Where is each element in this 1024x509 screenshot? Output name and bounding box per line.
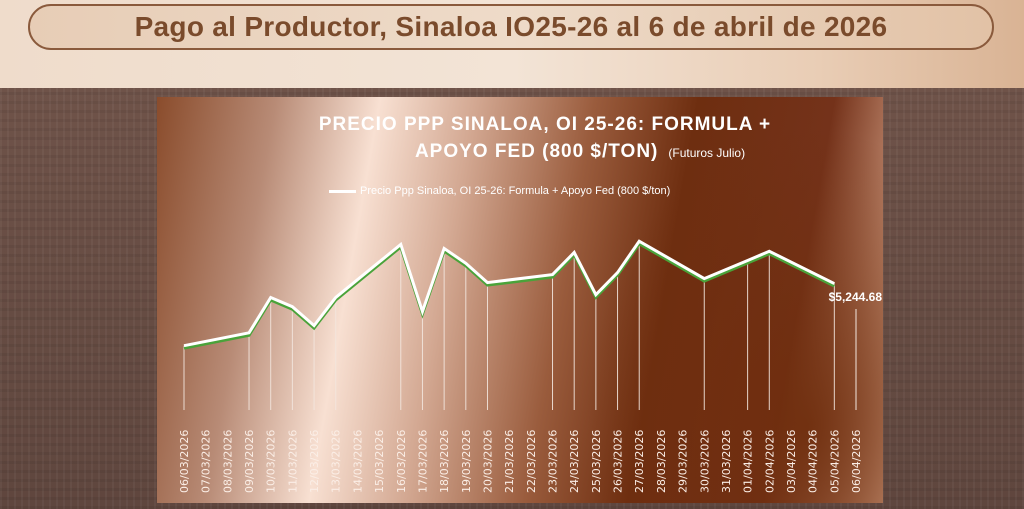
x-tick-label: 28/03/2026 xyxy=(655,430,668,493)
plot-area: $5,244.68 06/03/2026 07/03/2026 08/03/2026 0… xyxy=(178,239,883,493)
x-tick-label: 21/03/2026 xyxy=(503,430,516,493)
price-chart: PRECIO PPP SINALOA, OI 25-26: FORMULA + … xyxy=(157,97,883,503)
x-tick-label: 31/03/2026 xyxy=(720,430,733,493)
x-tick-label: 17/03/2026 xyxy=(416,430,429,493)
page-title: Pago al Productor, Sinaloa IO25-26 al 6 … xyxy=(134,11,888,42)
chart-subtitle: (Futuros Julio) xyxy=(668,146,746,160)
x-tick-label: 27/03/2026 xyxy=(633,430,646,493)
x-tick-label: 01/04/2026 xyxy=(742,430,755,493)
x-tick-label: 24/03/2026 xyxy=(568,430,581,493)
x-tick-label: 30/03/2026 xyxy=(698,430,711,493)
x-tick-label: 06/03/2026 xyxy=(178,430,191,493)
x-tick-label: 20/03/2026 xyxy=(481,430,494,493)
chart-title: PRECIO PPP SINALOA, OI 25-26: FORMULA + … xyxy=(157,111,883,167)
x-tick-label: 25/03/2026 xyxy=(590,430,603,493)
x-tick-label: 14/03/2026 xyxy=(351,430,364,493)
legend-label: Precio Ppp Sinaloa, OI 25-26: Formula + … xyxy=(360,185,671,197)
x-tick-label: 23/03/2026 xyxy=(547,430,560,493)
x-tick-label: 12/03/2026 xyxy=(308,430,321,493)
x-tick-label: 03/04/2026 xyxy=(785,430,798,493)
x-tick-label: 06/04/2026 xyxy=(850,430,863,493)
data-label-last: $5,244.68 xyxy=(829,290,883,304)
x-tick-label: 22/03/2026 xyxy=(525,430,538,493)
x-tick-label: 18/03/2026 xyxy=(438,430,451,493)
chart-title-line2: APOYO FED (800 $/TON) xyxy=(414,141,659,162)
x-tick-label: 26/03/2026 xyxy=(612,430,625,493)
legend-swatch xyxy=(329,189,356,193)
x-tick-label: 16/03/2026 xyxy=(395,430,408,493)
x-tick-label: 11/03/2026 xyxy=(286,430,299,493)
x-tick-label: 04/04/2026 xyxy=(807,430,820,493)
chart-legend: Precio Ppp Sinaloa, OI 25-26: Formula + … xyxy=(329,185,670,197)
x-tick-label: 08/03/2026 xyxy=(221,430,234,493)
x-tick-label: 09/03/2026 xyxy=(243,430,256,493)
x-tick-label: 19/03/2026 xyxy=(460,430,473,493)
x-tick-label: 13/03/2026 xyxy=(330,430,343,493)
x-tick-label: 05/04/2026 xyxy=(828,430,841,493)
x-tick-label: 10/03/2026 xyxy=(265,430,278,493)
x-tick-label: 15/03/2026 xyxy=(373,430,386,493)
x-tick-label: 02/04/2026 xyxy=(763,430,776,493)
series-line xyxy=(183,239,835,348)
x-tick-label: 07/03/2026 xyxy=(200,430,213,493)
chart-title-line1: PRECIO PPP SINALOA, OI 25-26: FORMULA + xyxy=(318,114,772,135)
header-band: Pago al Productor, Sinaloa IO25-26 al 6 … xyxy=(0,0,1024,88)
page-title-banner: Pago al Productor, Sinaloa IO25-26 al 6 … xyxy=(28,4,994,50)
series-line-shadow xyxy=(183,241,835,350)
x-tick-label: 29/03/2026 xyxy=(677,430,690,493)
